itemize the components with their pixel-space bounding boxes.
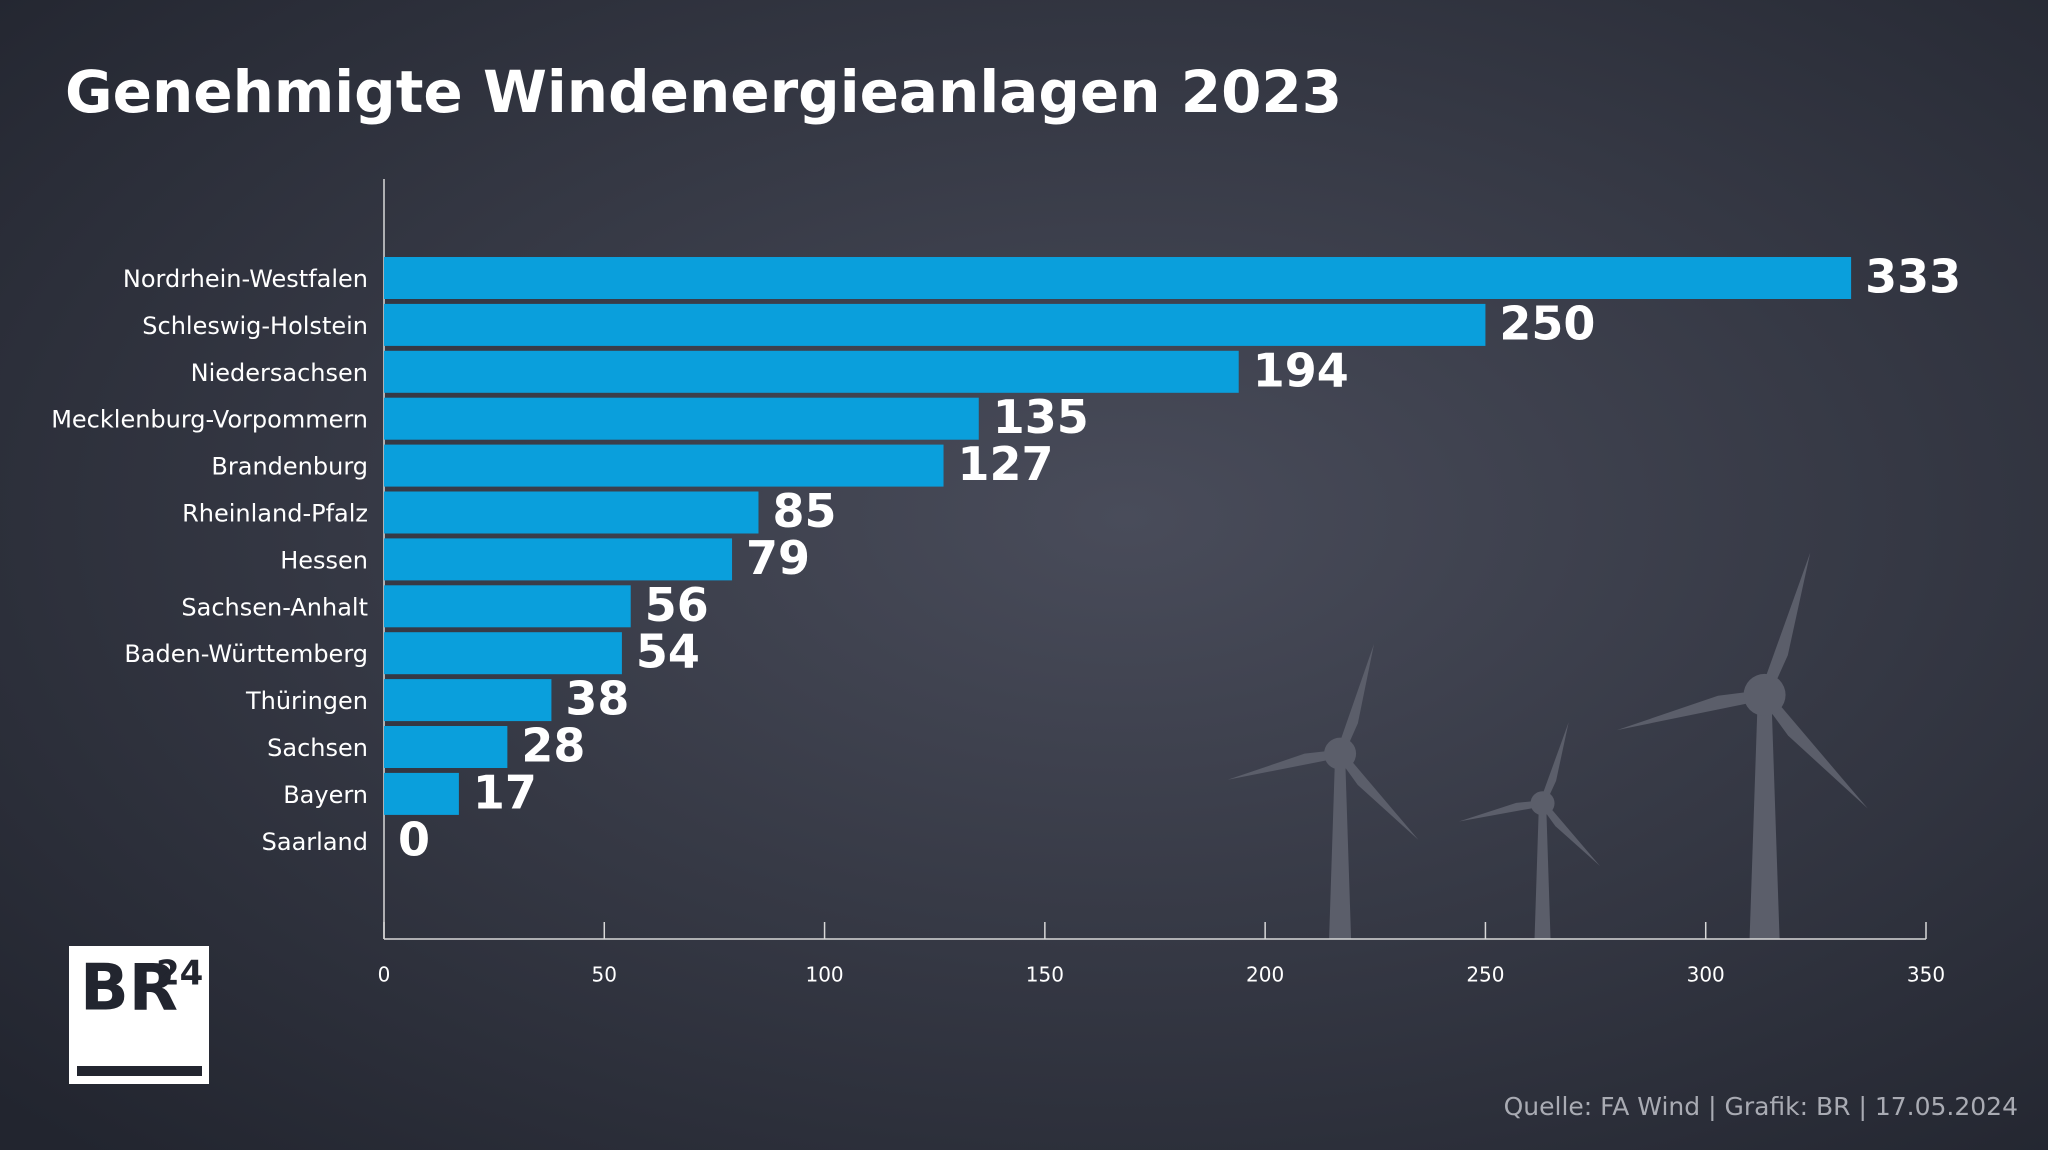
turbine-blade xyxy=(1458,800,1544,822)
y-tick-label: Sachsen xyxy=(267,734,368,762)
bar xyxy=(384,772,459,815)
data-label: 0 xyxy=(398,812,430,866)
bar xyxy=(384,585,631,628)
y-tick-label: Baden-Württemberg xyxy=(124,640,368,668)
x-tick-label: 50 xyxy=(592,963,617,987)
turbine-blade xyxy=(1759,552,1811,697)
bar xyxy=(384,632,622,675)
data-label: 28 xyxy=(521,719,585,773)
x-tick-label: 0 xyxy=(378,963,391,987)
y-tick-label: Thüringen xyxy=(245,687,368,715)
turbine-hub xyxy=(1530,791,1555,816)
data-label: 250 xyxy=(1499,296,1595,350)
turbine-hub xyxy=(1743,673,1786,716)
data-label: 194 xyxy=(1253,343,1349,397)
y-tick-label: Brandenburg xyxy=(211,453,368,481)
chart-title: Genehmigte Windenergieanlagen 2023 xyxy=(65,58,1342,126)
y-tick-label: Sachsen-Anhalt xyxy=(181,593,368,621)
turbine-blade xyxy=(1227,749,1341,780)
logo-sup: 24 xyxy=(156,954,203,994)
turbines xyxy=(1227,552,1868,939)
turbine-blade xyxy=(1337,750,1419,840)
x-tick-label: 350 xyxy=(1907,963,1945,987)
data-label: 135 xyxy=(993,390,1089,444)
y-tick-label: Schleswig-Holstein xyxy=(142,312,368,340)
data-label: 79 xyxy=(746,531,810,585)
y-tick-label: Nordrhein-Westfalen xyxy=(123,265,368,293)
bar xyxy=(384,397,979,440)
x-tick-label: 250 xyxy=(1466,963,1504,987)
x-tick-label: 100 xyxy=(805,963,843,987)
bar xyxy=(384,257,1852,299)
data-label: 54 xyxy=(636,625,700,679)
y-tick-label: Niedersachsen xyxy=(191,359,368,387)
bar xyxy=(384,491,759,534)
data-label: 333 xyxy=(1865,250,1961,304)
turbine-tower xyxy=(1329,753,1352,939)
turbine-tower xyxy=(1534,803,1551,939)
bar xyxy=(384,350,1239,393)
turbine-blade xyxy=(1336,643,1375,755)
bar xyxy=(384,679,552,722)
data-label: 56 xyxy=(645,578,709,632)
turbine-blade xyxy=(1540,801,1600,866)
turbine-blade xyxy=(1539,722,1569,805)
x-tick-label: 200 xyxy=(1246,963,1284,987)
turbine-tower xyxy=(1749,694,1780,939)
turbine-blade xyxy=(1760,691,1868,809)
data-label: 85 xyxy=(772,484,836,538)
bar xyxy=(384,726,508,768)
data-label: 127 xyxy=(958,437,1054,491)
logo: BR 24 xyxy=(69,946,209,1084)
data-label: 38 xyxy=(565,672,629,726)
bar xyxy=(384,303,1486,346)
y-tick-label: Bayern xyxy=(283,781,368,809)
x-tick-label: 300 xyxy=(1687,963,1725,987)
bar xyxy=(384,538,733,581)
logo-bar xyxy=(77,1066,202,1076)
x-tick-label: 150 xyxy=(1026,963,1064,987)
y-tick-label: Rheinland-Pfalz xyxy=(182,500,368,528)
logo-text: BR xyxy=(80,952,178,1026)
y-tick-label: Saarland xyxy=(262,828,368,856)
y-tick-label: Mecklenburg-Vorpommern xyxy=(51,406,368,434)
source: Quelle: FA Wind | Grafik: BR | 17.05.202… xyxy=(1504,1092,2018,1121)
turbine-hub xyxy=(1324,737,1357,770)
bar xyxy=(384,444,944,487)
logo-box xyxy=(69,946,209,1084)
turbine-blade xyxy=(1616,689,1766,731)
data-label: 17 xyxy=(473,765,537,819)
y-tick-label: Hessen xyxy=(280,546,368,574)
